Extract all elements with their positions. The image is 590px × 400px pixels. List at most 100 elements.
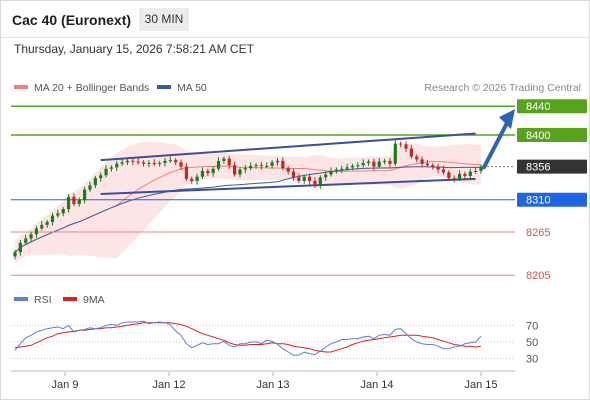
candle bbox=[334, 167, 338, 174]
candle bbox=[318, 175, 322, 189]
credit-label: Research © 2026 Trading Central bbox=[424, 82, 581, 94]
candle-body bbox=[350, 165, 355, 168]
candle-body bbox=[474, 170, 478, 172]
candle-body bbox=[425, 163, 430, 166]
candle-body bbox=[184, 166, 189, 179]
candle-body bbox=[233, 165, 237, 175]
candle bbox=[115, 160, 119, 171]
candle-body bbox=[286, 168, 290, 172]
candle bbox=[222, 156, 226, 164]
ma50-line bbox=[14, 166, 482, 253]
candle-body bbox=[163, 160, 167, 164]
candle bbox=[313, 177, 317, 189]
candle-body bbox=[265, 165, 269, 167]
candle bbox=[93, 175, 97, 189]
candles bbox=[13, 139, 483, 260]
rsi-tick-70: 70 bbox=[526, 320, 538, 332]
candle-body bbox=[281, 160, 285, 169]
candle-body bbox=[40, 224, 44, 229]
candle-body bbox=[206, 170, 210, 174]
candle bbox=[286, 165, 290, 175]
rsi-ma-legend-label: 9MA bbox=[83, 294, 105, 306]
candle-body bbox=[34, 228, 39, 235]
rsi-tick-50: 50 bbox=[526, 337, 538, 349]
candle bbox=[190, 176, 194, 184]
candle-body bbox=[29, 234, 33, 239]
channel-lower-line bbox=[100, 177, 476, 195]
ma20-legend-label: MA 20 + Bollinger Bands bbox=[34, 82, 149, 94]
candle-body bbox=[377, 161, 381, 167]
candle bbox=[281, 157, 285, 171]
candle-body bbox=[382, 160, 387, 162]
candle-body bbox=[409, 148, 413, 157]
candle-body bbox=[452, 178, 456, 180]
candle-body bbox=[345, 167, 349, 169]
timeframe-button[interactable]: 30 MIN bbox=[139, 8, 189, 31]
candle-body bbox=[415, 156, 419, 160]
candle bbox=[109, 165, 114, 172]
candle-body bbox=[131, 160, 135, 162]
candle-body bbox=[222, 158, 226, 161]
rsi-ma-legend-swatch bbox=[63, 297, 77, 301]
candle bbox=[24, 234, 28, 246]
candle-body bbox=[249, 165, 253, 169]
x-tick-label: Jan 9 bbox=[52, 379, 79, 391]
candle-body bbox=[479, 166, 483, 171]
candle bbox=[211, 165, 215, 177]
candle bbox=[233, 161, 237, 177]
candle bbox=[275, 157, 280, 166]
candle bbox=[29, 232, 33, 242]
level-label-8440: 8440 bbox=[526, 101, 550, 113]
candle-body bbox=[404, 144, 408, 149]
candle bbox=[361, 159, 365, 168]
candle-body bbox=[463, 173, 467, 176]
candle bbox=[356, 162, 360, 170]
candle bbox=[270, 160, 274, 169]
candle-body bbox=[302, 176, 306, 181]
candle bbox=[474, 167, 478, 174]
candle bbox=[425, 160, 430, 168]
candle-body bbox=[179, 162, 183, 167]
candle-body bbox=[388, 160, 392, 164]
x-tick-label: Jan 14 bbox=[360, 379, 393, 391]
candle bbox=[66, 193, 71, 213]
candle bbox=[40, 221, 44, 231]
candle bbox=[216, 157, 221, 171]
candle-body bbox=[227, 158, 231, 166]
candle bbox=[77, 197, 81, 207]
candle bbox=[238, 167, 242, 178]
candle-body bbox=[372, 161, 376, 167]
candle-body bbox=[147, 163, 151, 165]
level-tag-8400 bbox=[517, 127, 587, 142]
candle bbox=[452, 175, 456, 183]
candle bbox=[302, 174, 306, 184]
candle-body bbox=[200, 170, 205, 177]
candle bbox=[345, 163, 349, 171]
candle-body bbox=[318, 177, 322, 187]
candle-body bbox=[399, 143, 403, 145]
candle bbox=[259, 162, 263, 170]
candle-body bbox=[45, 221, 49, 225]
timestamp-label: Thursday, January 15, 2026 7:58:21 AM CE… bbox=[14, 42, 254, 56]
candle bbox=[34, 225, 39, 238]
candle bbox=[340, 165, 344, 174]
candle-body bbox=[93, 178, 97, 186]
candle-body bbox=[324, 174, 328, 178]
candle bbox=[83, 186, 87, 204]
candle bbox=[99, 172, 103, 182]
candle-body bbox=[141, 162, 146, 164]
candle-body bbox=[441, 169, 446, 173]
candle-body bbox=[254, 165, 258, 167]
candle bbox=[457, 170, 462, 181]
x-tick-label: Jan 13 bbox=[256, 379, 289, 391]
candle-body bbox=[77, 199, 81, 205]
candle bbox=[158, 160, 162, 167]
candle-body bbox=[216, 160, 221, 169]
candle bbox=[366, 159, 371, 166]
candle bbox=[131, 157, 135, 166]
channel-upper-line bbox=[100, 132, 476, 162]
chart-header: Cac 40 (Euronext) 30 MIN bbox=[1, 1, 589, 38]
candle-body bbox=[168, 160, 172, 162]
